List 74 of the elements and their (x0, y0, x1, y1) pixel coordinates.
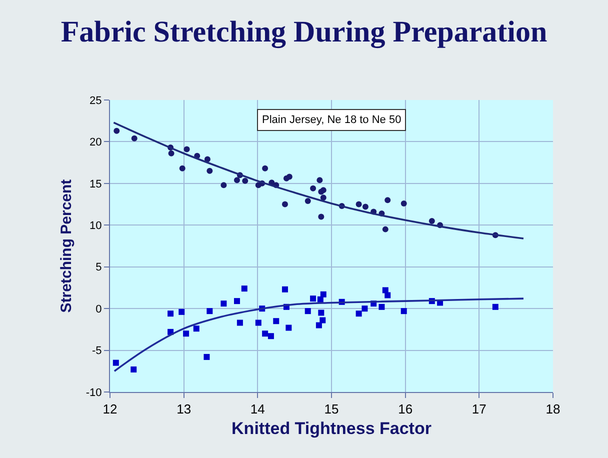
point (183, 330, 190, 337)
point (320, 317, 326, 324)
point (286, 174, 292, 180)
y-tick-label: 15 (90, 178, 102, 190)
point (382, 226, 388, 232)
point (234, 298, 240, 304)
point (316, 177, 323, 184)
point (234, 177, 240, 184)
point (384, 292, 391, 298)
point (286, 324, 292, 331)
point (204, 354, 210, 360)
point (310, 296, 316, 302)
point (304, 198, 311, 204)
point (320, 194, 326, 201)
point (356, 310, 362, 317)
point (220, 182, 227, 188)
point (318, 310, 324, 316)
point (310, 185, 316, 192)
point (320, 291, 326, 298)
point (168, 150, 174, 156)
point (316, 322, 322, 328)
y-tick-label: 10 (90, 220, 102, 232)
point (304, 308, 311, 314)
point (428, 218, 435, 224)
point (384, 197, 391, 204)
y-tick-label: -5 (92, 345, 102, 358)
x-tick-label: 16 (398, 402, 413, 417)
point (204, 156, 210, 162)
y-tick-label: 25 (90, 94, 102, 107)
point (179, 165, 186, 172)
annotation: Plain Jersey, Ne 18 to Ne 50 (262, 114, 402, 126)
x-tick-label: 14 (250, 402, 265, 417)
y-tick-label: 0 (96, 303, 102, 316)
point (206, 168, 213, 174)
point (130, 366, 137, 372)
point (356, 201, 362, 208)
point (400, 200, 407, 206)
point (282, 201, 288, 208)
point (282, 286, 288, 292)
x-tick-label: 18 (546, 402, 560, 417)
x-tick-label: 15 (324, 402, 339, 417)
chart-title: Fabric Stretching During Preparation (60, 16, 548, 49)
point (268, 333, 274, 340)
point (168, 310, 174, 317)
point (206, 308, 213, 314)
point (193, 326, 200, 332)
point (362, 306, 368, 312)
point (242, 178, 248, 184)
x-tick-label: 13 (176, 402, 192, 417)
y-tick-label: 5 (96, 262, 102, 274)
point (241, 286, 248, 292)
point (362, 204, 368, 210)
point (112, 360, 119, 366)
point (262, 165, 268, 172)
y-tick-label: -10 (86, 386, 102, 399)
point (262, 330, 268, 337)
point (220, 300, 227, 307)
point (236, 320, 243, 326)
x-tick-label: 12 (102, 402, 118, 417)
point (378, 304, 385, 310)
line-series (114, 298, 524, 372)
y-tick-label: 20 (90, 136, 102, 149)
y-axis-title: Stretching Percent (58, 179, 76, 313)
point (178, 308, 185, 315)
point (255, 320, 262, 326)
x-tick-label: 17 (472, 402, 486, 417)
point (318, 214, 324, 220)
x-axis-title: Knitted Tightness Factor (232, 419, 432, 438)
point (400, 308, 407, 314)
point (492, 304, 498, 310)
point (114, 128, 120, 134)
point (131, 135, 138, 142)
point (184, 146, 190, 152)
point (273, 318, 280, 324)
